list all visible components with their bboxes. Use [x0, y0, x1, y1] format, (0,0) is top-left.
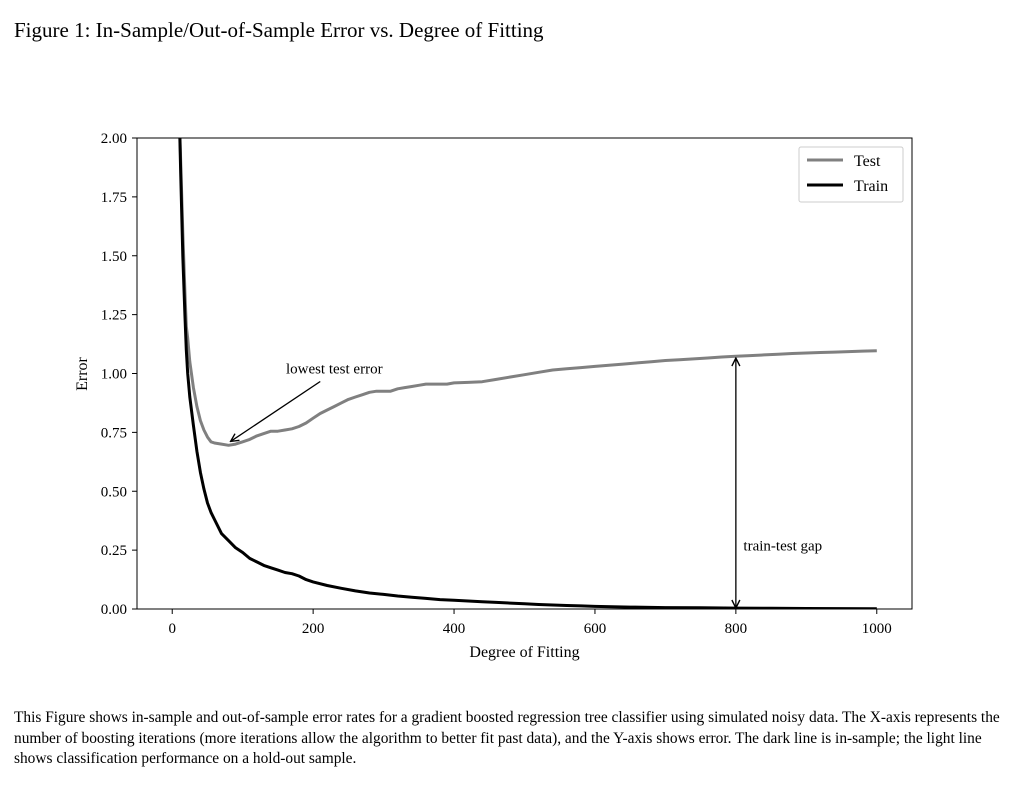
y-tick-label: 1.00	[101, 367, 127, 383]
y-tick-label: 0.25	[101, 543, 127, 559]
figure-title: Figure 1: In-Sample/Out-of-Sample Error …	[14, 18, 544, 42]
x-tick-label: 1000	[862, 621, 892, 637]
lowest-test-error-label: lowest test error	[286, 362, 383, 378]
plot-frame	[136, 137, 913, 610]
legend-label-test: Test	[854, 153, 881, 170]
y-tick-label: 2.00	[101, 131, 127, 147]
y-tick-label: 1.75	[101, 190, 127, 206]
chart: 0.00 0.25 0.50 0.75 1.00 1.25 1.50 1.75 2.00 0 20…	[74, 131, 913, 661]
y-axis-label: Error	[74, 356, 91, 390]
legend-label-train: Train	[854, 178, 888, 195]
train-test-gap-label: train-test gap	[743, 538, 822, 554]
y-tick-label: 1.25	[101, 308, 127, 324]
series-line-train	[178, 138, 877, 609]
y-tick-label: 0.00	[101, 602, 127, 618]
series-line-test	[178, 138, 877, 447]
legend: Test Train	[798, 146, 904, 203]
x-axis-ticks: 0 200 400 600 800 1000	[168, 609, 892, 637]
y-tick-label: 0.75	[101, 425, 127, 441]
x-tick-label: 800	[725, 621, 748, 637]
x-tick-label: 600	[584, 621, 607, 637]
y-tick-label: 0.50	[101, 484, 127, 500]
x-tick-label: 0	[168, 621, 176, 637]
y-axis-ticks: 0.00 0.25 0.50 0.75 1.00 1.25 1.50 1.75 2.00	[101, 131, 137, 618]
figure-caption: This Figure shows in-sample and out-of-s…	[14, 709, 1000, 767]
lowest-test-error-arrow	[231, 380, 321, 442]
y-tick-label: 1.50	[101, 249, 127, 265]
x-tick-label: 200	[302, 621, 325, 637]
x-axis-label: Degree of Fitting	[469, 644, 579, 661]
x-tick-label: 400	[443, 621, 466, 637]
